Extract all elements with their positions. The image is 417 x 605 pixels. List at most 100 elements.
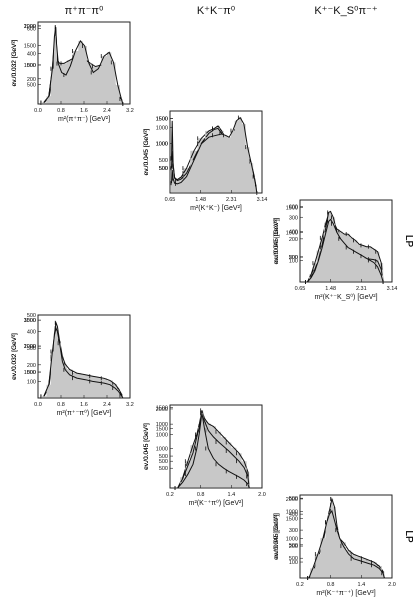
y-axis-label: ev./0.045 [GeV²] [143,128,150,175]
x-axis-label: m²(π⁺π⁻) [GeV²] [58,116,110,123]
x-tick-label: 3.14 [387,286,398,292]
y-axis-label: ev./0.045 [GeV²] [273,513,280,560]
y-axis-label: ev./0.045 [GeV²] [143,423,150,470]
x-axis-label: m²(K⁻⁺π⁻⁺) [GeV²] [316,590,375,597]
y-tick-label: 1500 [156,427,168,433]
fit-curve [43,326,124,399]
row-label: LP [403,530,414,543]
y-tick-label: 200 [289,255,298,261]
x-axis-label: m²(K⁺⁻K_S⁰) [GeV²] [314,293,377,301]
x-tick-label: 2.31 [226,197,237,203]
y-tick-label: 200 [27,363,36,369]
histogram-fill [307,511,385,578]
y-tick-label: 2000 [24,344,36,350]
y-axis-label: ev./0.045 [GeV²] [143,423,150,470]
x-tick-label: 1.4 [358,582,366,588]
y-tick-label: 500 [159,459,168,465]
y-tick-label: 300 [27,346,36,352]
x-tick-label: 2.0 [258,492,266,498]
x-tick-label: 0.8 [57,108,65,114]
fit-curve [308,509,385,579]
x-tick-label: 0.2 [166,492,174,498]
x-tick-label: 0.0 [34,108,42,114]
histogram-fill [40,328,123,398]
y-tick-label: 500 [289,556,298,562]
y-tick-label: 500 [289,255,298,261]
y-tick-label: 2000 [24,24,36,30]
y-tick-label: 400 [289,230,298,236]
y-tick-label: 1500 [24,43,36,49]
fit-curve [171,116,258,194]
x-axis-label: m²(K⁻⁺π⁰) [GeV²] [189,499,244,507]
fit-curve [306,213,384,283]
y-axis-label: ev./0.045 [GeV²] [143,128,150,175]
y-axis-label: ev./0.09 [GeV²] [273,219,280,262]
y-axis-label: ev./0.09 [GeV²] [273,515,280,558]
row-label: LP [403,235,414,248]
y-tick-label: 600 [27,26,36,32]
x-tick-label: 1.48 [195,197,206,203]
y-tick-label: 500 [27,63,36,69]
x-tick-label: 1.48 [325,286,336,292]
y-axis-label: ev./0.032 [GeV²] [11,333,18,380]
y-axis-label: ev./0.045 [GeV²] [273,217,280,264]
y-tick-label: 1000 [156,432,168,438]
fit-curve [43,26,124,105]
x-tick-label: 1.4 [228,492,236,498]
x-tick-label: 0.8 [57,402,65,408]
y-tick-label: 600 [289,204,298,210]
x-tick-label: 3.2 [126,108,134,114]
y-tick-label: 1500 [286,517,298,523]
y-tick-label: 1000 [24,63,36,69]
panel-frame [299,199,393,283]
x-tick-label: 3.14 [257,197,268,203]
y-tick-label: 100 [289,258,298,264]
y-tick-label: 500 [159,166,168,172]
fit-curve [177,412,250,489]
y-tick-label: 400 [289,512,298,518]
y-tick-label: 1500 [156,406,168,412]
y-tick-label: 1500 [156,116,168,122]
y-tick-label: 200 [27,77,36,83]
y-axis-label: ev./0.032 [GeV²] [11,333,18,380]
x-tick-label: 0.0 [34,402,42,408]
column-title: K⁺K⁻π⁰ [197,5,236,17]
y-tick-label: 1000 [156,446,168,452]
y-tick-label: 500 [27,82,36,88]
fit-curve [307,218,384,283]
y-tick-label: 1000 [156,422,168,428]
y-tick-label: 500 [159,466,168,472]
y-tick-label: 100 [27,379,36,385]
x-tick-label: 0.8 [327,582,335,588]
x-tick-label: 2.0 [388,582,396,588]
histogram-fill [171,117,257,193]
x-tick-label: 0.2 [296,582,304,588]
x-tick-label: 2.31 [356,286,367,292]
y-tick-label: 1000 [24,344,36,350]
y-tick-label: 500 [289,543,298,549]
y-axis-label: ev./0.032 [GeV²] [11,39,18,86]
histogram-fill [40,27,123,104]
y-tick-label: 1000 [156,125,168,131]
y-tick-label: 100 [289,560,298,566]
y-axis-label: ev./0.045 [GeV²] [143,423,150,470]
y-tick-label: 400 [27,330,36,336]
y-tick-label: 300 [289,528,298,534]
y-tick-label: 2000 [156,407,168,413]
y-tick-label: 200 [289,237,298,243]
row-label: LP [403,235,414,248]
x-tick-label: 0.65 [295,286,306,292]
y-tick-label: 1000 [286,230,298,236]
y-tick-label: 500 [289,496,298,502]
fit-curve [177,412,250,489]
panel-frame [169,110,263,194]
y-axis-label: ev./0.032 [GeV²] [11,333,18,380]
y-tick-label: 500 [27,370,36,376]
panel-frame [169,404,263,489]
x-tick-label: 1.6 [80,108,88,114]
y-tick-label: 500 [159,166,168,172]
y-tick-label: 3000 [24,318,36,324]
y-tick-label: 2000 [286,497,298,503]
y-tick-label: 1000 [24,370,36,376]
